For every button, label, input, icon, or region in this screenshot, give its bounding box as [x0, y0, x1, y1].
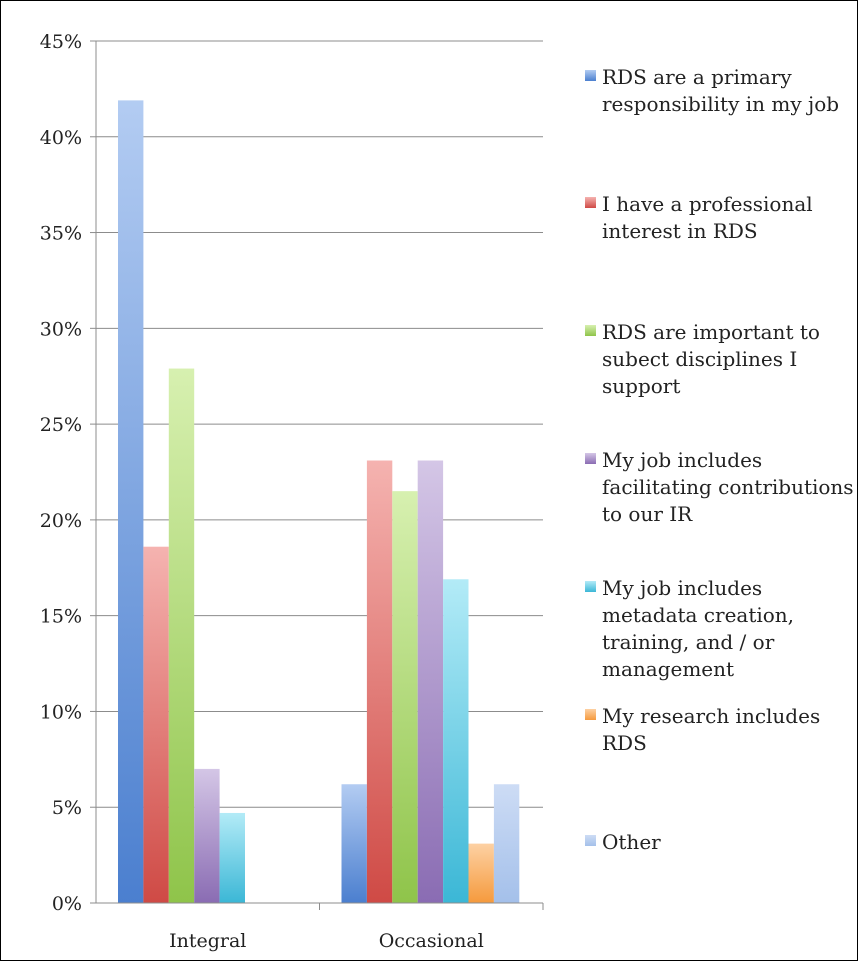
y-tick-label: 45% — [40, 31, 82, 53]
legend-label: management — [602, 657, 734, 681]
bar — [219, 812, 245, 903]
legend-label: interest in RDS — [602, 219, 758, 243]
y-tick-labels: 0% 5% 10% 15% 20% 25% 30% 35% 40% 45% — [40, 31, 82, 915]
legend-label: I have a professional — [602, 192, 813, 216]
bar — [168, 368, 195, 903]
legend-label: facilitating contributions — [602, 475, 854, 499]
legend-swatch — [585, 709, 596, 720]
legend-label: My job includes — [602, 576, 762, 600]
bar — [392, 491, 418, 903]
bar — [443, 579, 469, 903]
x-tick-label: Integral — [169, 930, 246, 952]
legend-label: My job includes — [602, 448, 762, 472]
legend-swatch — [585, 453, 596, 464]
x-tick-labels: Integral Occasional — [169, 930, 484, 952]
x-tick-label: Occasional — [379, 930, 484, 952]
axes — [90, 40, 544, 910]
legend-label: to our IR — [602, 502, 693, 526]
bar — [417, 460, 444, 903]
legend-label: metadata creation, — [602, 603, 794, 627]
y-tick-label: 10% — [40, 701, 82, 723]
y-tick-label: 0% — [52, 893, 82, 915]
legend-swatch — [585, 70, 596, 81]
bars — [118, 100, 520, 904]
legend-label: support — [602, 374, 680, 398]
y-tick-label: 5% — [52, 797, 82, 819]
y-tick-label: 40% — [40, 127, 82, 149]
bar — [468, 843, 494, 903]
legend-swatch — [585, 325, 596, 336]
legend: RDS are a primary responsibility in my jo… — [585, 65, 854, 854]
legend-label: RDS are important to — [602, 320, 820, 344]
legend-label: subect disciplines I — [602, 347, 797, 371]
legend-label: training, and / or — [602, 630, 775, 654]
legend-label: Other — [602, 830, 661, 854]
bar — [194, 768, 220, 903]
y-tick-label: 20% — [40, 510, 82, 532]
y-tick-label: 15% — [40, 606, 82, 628]
y-tick-label: 35% — [40, 223, 82, 245]
legend-label: My research includes — [602, 704, 820, 728]
legend-swatch — [585, 197, 596, 208]
bar — [366, 460, 393, 903]
bar — [143, 546, 169, 903]
legend-label: RDS — [602, 731, 647, 755]
legend-label: responsibility in my job — [602, 92, 839, 116]
bar — [341, 784, 367, 903]
y-tick-label: 25% — [40, 414, 82, 436]
bar — [118, 100, 144, 904]
legend-swatch — [585, 581, 596, 592]
legend-swatch — [585, 835, 596, 846]
bar — [493, 784, 520, 903]
y-tick-label: 30% — [40, 318, 82, 340]
legend-label: RDS are a primary — [602, 65, 792, 89]
